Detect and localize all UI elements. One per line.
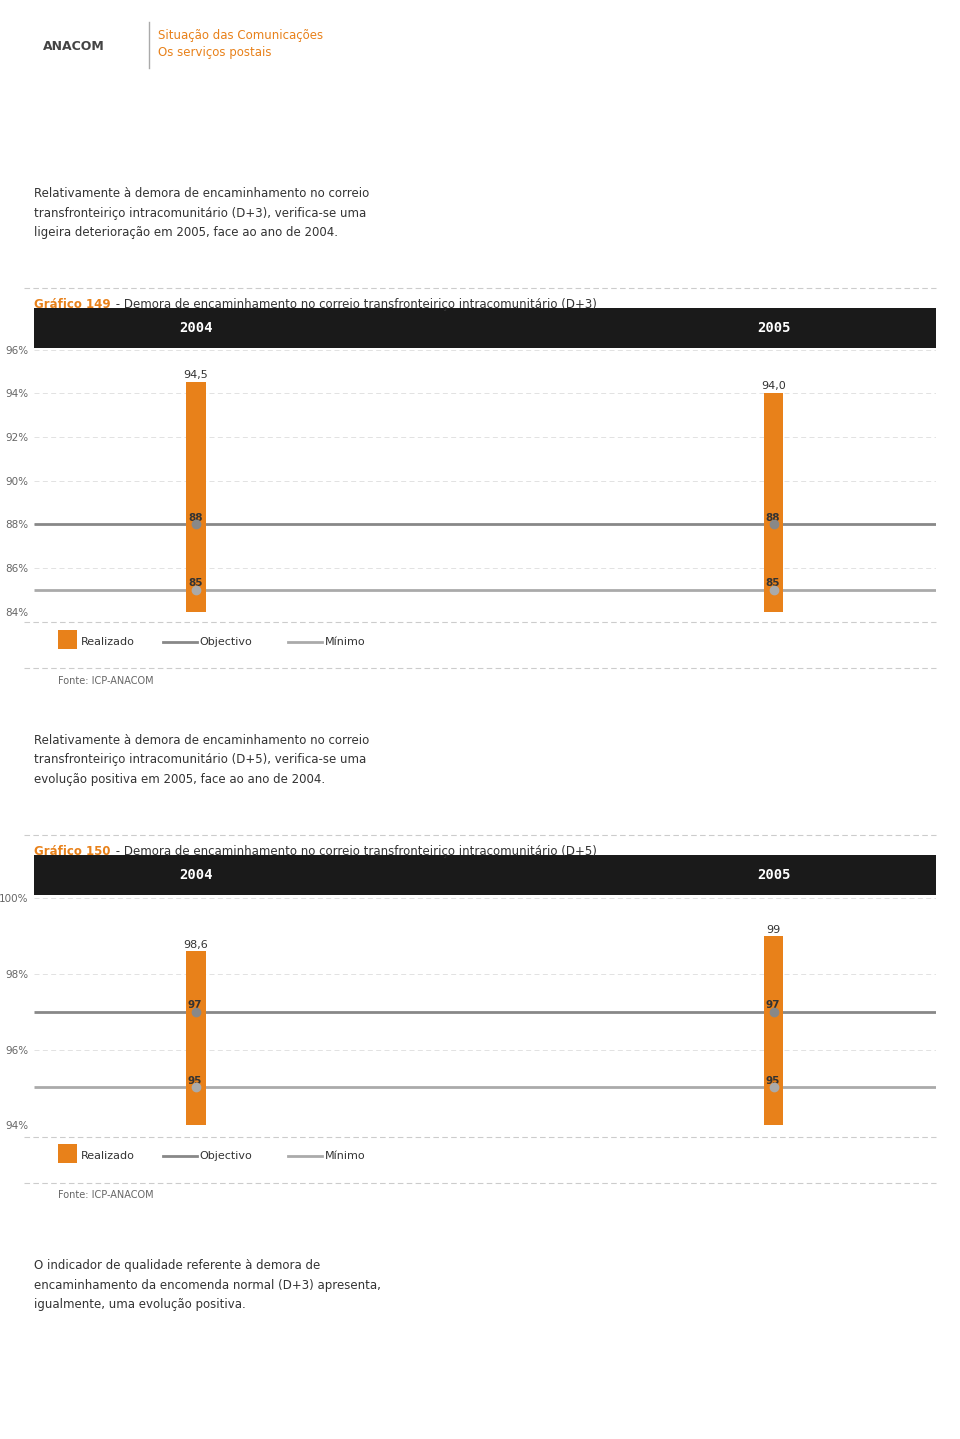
Text: Mínimo: Mínimo (324, 637, 365, 646)
Text: 99: 99 (766, 925, 780, 935)
Text: 97: 97 (765, 1000, 780, 1010)
Text: Mínimo: Mínimo (324, 1151, 365, 1160)
Text: 2005: 2005 (756, 321, 790, 335)
Text: 94,0: 94,0 (761, 381, 786, 391)
Text: 88: 88 (188, 512, 203, 522)
Text: 2004: 2004 (180, 868, 213, 882)
Bar (763, 393, 783, 612)
Text: 85: 85 (765, 578, 780, 589)
Text: - Demora de encaminhamento no correio transfronteiriço intracomunitário (D+3): - Demora de encaminhamento no correio tr… (112, 298, 597, 311)
Text: 94,5: 94,5 (183, 370, 208, 380)
Text: Relativamente à demora de encaminhamento no correio
transfronteiriço intracomuni: Relativamente à demora de encaminhamento… (34, 734, 369, 786)
Text: Gráfico 150: Gráfico 150 (34, 845, 110, 858)
Text: Realizado: Realizado (81, 637, 134, 646)
Text: Objectivo: Objectivo (200, 637, 252, 646)
Text: 85: 85 (188, 578, 203, 589)
Bar (186, 383, 206, 612)
Text: 95: 95 (188, 1076, 203, 1086)
Text: 95: 95 (765, 1076, 780, 1086)
Text: ANACOM: ANACOM (43, 40, 105, 53)
Bar (186, 951, 206, 1125)
Text: 88: 88 (765, 512, 780, 522)
Text: Relativamente à demora de encaminhamento no correio
transfronteiriço intracomuni: Relativamente à demora de encaminhamento… (34, 187, 369, 239)
Text: - Demora de encaminhamento no correio transfronteiriço intracomunitário (D+5): - Demora de encaminhamento no correio tr… (112, 845, 597, 858)
Text: 98,6: 98,6 (183, 940, 208, 950)
Text: 2004: 2004 (180, 321, 213, 335)
Bar (763, 935, 783, 1125)
Text: Fonte: ICP-ANACOM: Fonte: ICP-ANACOM (58, 1190, 154, 1200)
Text: Realizado: Realizado (81, 1151, 134, 1160)
Text: 2005: 2005 (756, 868, 790, 882)
Text: Os serviços postais: Os serviços postais (158, 46, 272, 59)
Text: O indicador de qualidade referente à demora de
encaminhamento da encomenda norma: O indicador de qualidade referente à dem… (34, 1259, 380, 1311)
Text: Objectivo: Objectivo (200, 1151, 252, 1160)
Text: Gráfico 149: Gráfico 149 (34, 298, 110, 311)
Text: Fonte: ICP-ANACOM: Fonte: ICP-ANACOM (58, 676, 154, 686)
Text: 97: 97 (188, 1000, 203, 1010)
Text: Situação das Comunicações: Situação das Comunicações (158, 29, 324, 42)
